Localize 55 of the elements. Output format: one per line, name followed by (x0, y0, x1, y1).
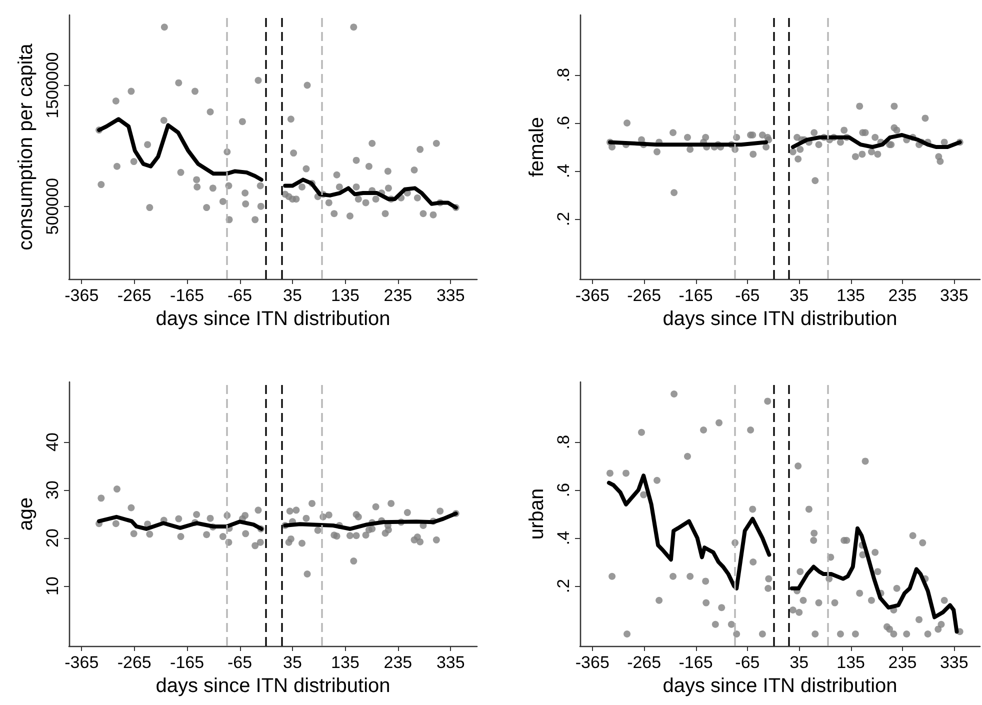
x-tick-label: 35 (283, 286, 302, 305)
x-tick-label: -365 (575, 653, 610, 672)
x-tick-label: 235 (888, 653, 917, 672)
x-tick-label: -65 (228, 653, 252, 672)
x-tick-label: 35 (790, 653, 809, 672)
x-tick-label: 335 (940, 653, 968, 672)
x-tick-label: -165 (678, 286, 713, 305)
x-tick-label: -365 (575, 286, 610, 305)
x-tick-label: 135 (331, 653, 360, 672)
y-tick-label: .2 (554, 212, 573, 226)
x-tick-label: 235 (384, 286, 412, 305)
x-tick-label: -265 (627, 286, 662, 305)
y-tick-label: .6 (554, 482, 573, 498)
x-tick-label: 235 (384, 653, 412, 672)
x-axis-title: days since ITN distribution (662, 675, 898, 697)
x-tick-label: 235 (888, 286, 917, 305)
x-tick-label: -165 (170, 653, 204, 672)
y-tick-label: .2 (554, 578, 573, 594)
y-tick-label: 10 (43, 576, 62, 596)
y-tick-label: 40 (43, 432, 62, 452)
x-tick-label: -265 (117, 286, 152, 305)
x-tick-label: -265 (117, 653, 152, 672)
x-tick-label: -365 (64, 653, 99, 672)
x-tick-label: -265 (627, 653, 662, 672)
y-tick-label: 20 (43, 528, 62, 548)
x-tick-label: 35 (790, 286, 809, 305)
x-axis-title: days since ITN distribution (156, 308, 390, 330)
x-tick-label: -165 (678, 653, 713, 672)
x-tick-label: -365 (64, 286, 99, 305)
x-tick-label: -65 (228, 286, 252, 305)
y-tick-label: 30 (43, 480, 62, 500)
y-axis-title: age (15, 497, 38, 531)
x-tick-label: 135 (331, 286, 360, 305)
y-tick-label: .8 (554, 68, 573, 82)
y-axis-title: urban (526, 488, 548, 540)
y-axis-title: female (526, 116, 548, 178)
line-series (606, 474, 772, 590)
x-tick-label: -65 (735, 653, 760, 672)
x-tick-label: 135 (836, 653, 865, 672)
x-tick-label: 335 (436, 653, 465, 672)
x-tick-label: 335 (940, 286, 968, 305)
x-tick-label: 135 (836, 286, 865, 305)
y-tick-label: 500000 (43, 178, 62, 235)
x-axis-title: days since ITN distribution (662, 308, 898, 330)
x-tick-label: 35 (283, 653, 302, 672)
y-tick-label: 1500000 (43, 52, 62, 118)
x-axis-title: days since ITN distribution (156, 675, 390, 697)
x-tick-label: -165 (170, 286, 204, 305)
x-tick-label: -65 (735, 286, 760, 305)
y-tick-label: .4 (554, 530, 573, 546)
y-tick-label: .6 (554, 116, 573, 130)
y-tick-label: .4 (554, 164, 573, 178)
y-tick-label: .8 (554, 434, 573, 450)
y-axis-title: consumption per capita (15, 42, 38, 250)
x-tick-label: 335 (436, 286, 465, 305)
